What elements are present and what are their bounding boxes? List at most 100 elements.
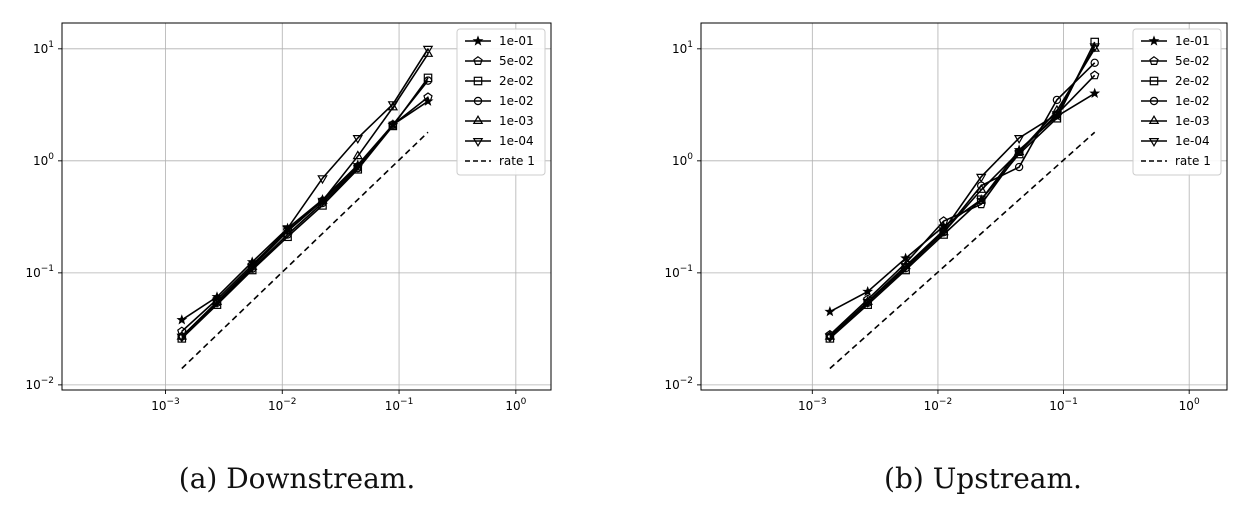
upstream-series-line bbox=[829, 74, 1096, 336]
upstream-data-point bbox=[1090, 58, 1099, 68]
downstream-legend-marker bbox=[472, 138, 484, 147]
downstream-data-point bbox=[211, 298, 223, 308]
downstream-legend-marker bbox=[472, 35, 484, 46]
upstream-data-point bbox=[1051, 111, 1063, 121]
upstream-legend: 1e-01 5e-02 2e-02 1e-02 1e-03 1e-04 rate 1 bbox=[1132, 28, 1222, 176]
upstream-series-line bbox=[829, 46, 1096, 338]
upstream-legend-label: rate 1 bbox=[1175, 154, 1211, 168]
downstream-series-line bbox=[181, 100, 429, 321]
downstream-data-point bbox=[176, 314, 188, 325]
upstream-series-1e-03 bbox=[824, 42, 1100, 340]
downstream-rate1-line bbox=[181, 131, 429, 370]
upstream-legend-marker bbox=[1149, 56, 1159, 66]
downstream-x-tick-label: 10−1 bbox=[385, 397, 414, 413]
downstream-data-point bbox=[387, 101, 399, 111]
upstream-data-point bbox=[1089, 43, 1100, 53]
upstream-data-point bbox=[824, 306, 836, 317]
upstream-legend-marker bbox=[1148, 138, 1160, 147]
upstream-series-line bbox=[829, 41, 1096, 339]
upstream-legend-label: 1e-01 bbox=[1175, 34, 1210, 48]
upstream-x-tick-label: 10−3 bbox=[798, 397, 827, 413]
upstream-y-tick-label: 100 bbox=[672, 152, 693, 168]
upstream-series-line bbox=[829, 62, 1096, 338]
downstream-legend-label: rate 1 bbox=[499, 154, 535, 168]
chart-downstream: 10−3 10−2 10−1 100 10−2 10−1 100 101 1e-01 5e-02 2… bbox=[25, 22, 552, 413]
upstream-data-point bbox=[1089, 87, 1101, 99]
downstream-legend-label: 1e-04 bbox=[499, 134, 534, 148]
upstream-legend-marker bbox=[1149, 76, 1159, 86]
downstream-axes: 10−3 10−2 10−1 100 10−2 10−1 100 101 bbox=[25, 40, 526, 413]
upstream-data-point bbox=[900, 263, 911, 273]
upstream-legend-label: 1e-03 bbox=[1175, 114, 1210, 128]
upstream-legend-label: 1e-02 bbox=[1175, 94, 1210, 108]
downstream-data-point bbox=[246, 263, 258, 273]
upstream-data-point bbox=[975, 173, 987, 183]
upstream-data-point bbox=[938, 227, 949, 237]
downstream-y-tick-label: 101 bbox=[33, 40, 54, 56]
upstream-data-point bbox=[862, 298, 873, 308]
downstream-data-point bbox=[423, 76, 433, 85]
upstream-legend-label: 1e-04 bbox=[1175, 134, 1210, 148]
upstream-series-1e-04 bbox=[824, 43, 1100, 343]
downstream-legend-marker bbox=[473, 56, 483, 66]
upstream-data-point bbox=[1014, 162, 1024, 172]
downstream-series-line bbox=[181, 48, 429, 338]
upstream-data-point bbox=[824, 333, 836, 343]
downstream-data-point bbox=[317, 194, 328, 204]
downstream-legend-label: 2e-02 bbox=[499, 74, 534, 88]
downstream-legend-label: 5e-02 bbox=[499, 54, 534, 68]
downstream-data-point bbox=[422, 45, 434, 55]
downstream-x-tick-label: 100 bbox=[505, 397, 526, 413]
upstream-legend-marker bbox=[1148, 35, 1160, 46]
upstream-data-point bbox=[938, 216, 949, 226]
downstream-series-1e-04 bbox=[176, 45, 434, 343]
downstream-data-point bbox=[352, 150, 363, 160]
upstream-data-point bbox=[862, 285, 874, 297]
upstream-series-1e-01 bbox=[824, 87, 1101, 317]
upstream-data-point bbox=[1052, 95, 1062, 105]
upstream-y-tick-label: 101 bbox=[672, 40, 693, 56]
downstream-legend-label: 1e-01 bbox=[499, 34, 534, 48]
downstream-data-point bbox=[423, 92, 433, 102]
upstream-data-point bbox=[976, 195, 986, 204]
caption-upstream: (b) Upstream. bbox=[884, 462, 1082, 495]
upstream-legend-marker bbox=[1148, 115, 1160, 125]
upstream-data-point bbox=[1013, 135, 1025, 145]
downstream-data-point bbox=[352, 135, 363, 145]
chart-upstream: 10−3 10−2 10−1 100 10−2 10−1 100 101 1e-01 5e-02 2… bbox=[664, 22, 1228, 413]
upstream-axes: 10−3 10−2 10−1 100 10−2 10−1 100 101 bbox=[664, 40, 1200, 413]
downstream-legend-marker bbox=[473, 96, 483, 106]
upstream-legend-marker bbox=[1149, 96, 1159, 106]
caption-downstream: (a) Downstream. bbox=[178, 462, 416, 495]
upstream-y-tick-label: 10−1 bbox=[664, 264, 693, 280]
upstream-data-point bbox=[1090, 37, 1100, 47]
downstream-series-1e-01 bbox=[176, 95, 434, 325]
upstream-plot-frame bbox=[700, 22, 1228, 391]
upstream-legend-label: 2e-02 bbox=[1175, 74, 1210, 88]
upstream-series-2e-02 bbox=[825, 37, 1100, 343]
upstream-data-point bbox=[1089, 70, 1100, 80]
downstream-legend: 1e-01 5e-02 2e-02 1e-02 1e-03 1e-04 rate 1 bbox=[456, 28, 546, 176]
downstream-legend-marker bbox=[472, 115, 484, 125]
downstream-data-point bbox=[176, 333, 188, 343]
upstream-x-tick-label: 10−2 bbox=[924, 397, 953, 413]
downstream-legend-label: 1e-03 bbox=[499, 114, 534, 128]
downstream-data-point bbox=[317, 175, 328, 185]
upstream-x-tick-label: 100 bbox=[1179, 397, 1200, 413]
upstream-data-point bbox=[1013, 145, 1025, 155]
downstream-data-point bbox=[353, 163, 362, 173]
upstream-data-point bbox=[975, 183, 987, 193]
downstream-data-point bbox=[388, 120, 398, 129]
upstream-x-tick-label: 10−1 bbox=[1049, 397, 1078, 413]
upstream-rate1-line bbox=[829, 131, 1096, 370]
downstream-x-tick-label: 10−3 bbox=[151, 397, 180, 413]
upstream-legend-label: 5e-02 bbox=[1175, 54, 1210, 68]
downstream-y-tick-label: 10−1 bbox=[25, 264, 54, 280]
downstream-x-tick-label: 10−2 bbox=[268, 397, 297, 413]
downstream-legend-label: 1e-02 bbox=[499, 94, 534, 108]
downstream-y-tick-label: 10−2 bbox=[25, 376, 54, 392]
downstream-data-point bbox=[282, 225, 293, 235]
downstream-legend-marker bbox=[473, 76, 483, 86]
downstream-y-tick-label: 100 bbox=[33, 152, 54, 168]
upstream-y-tick-label: 10−2 bbox=[664, 376, 693, 392]
